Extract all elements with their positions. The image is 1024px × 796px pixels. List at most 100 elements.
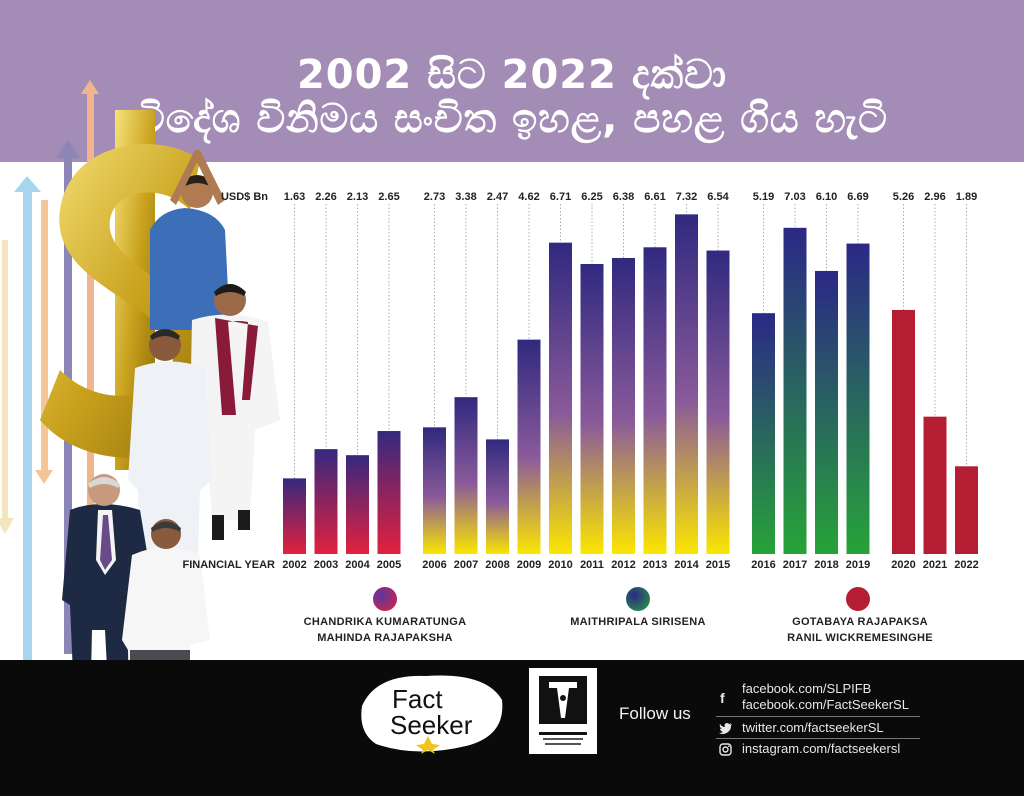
value-label-2015: 6.54	[707, 191, 729, 203]
bar-2017	[783, 227, 807, 555]
bar-2016	[752, 313, 775, 554]
x-tick-label-2022: 2022	[954, 559, 978, 571]
value-label-2016: 5.19	[753, 191, 774, 203]
x-tick-label-2016: 2016	[751, 559, 775, 571]
divider	[716, 738, 920, 739]
bar-2014	[675, 214, 698, 555]
x-tick-label-2013: 2013	[643, 559, 667, 571]
bar-2022	[955, 466, 978, 554]
value-label-2019: 6.69	[847, 191, 868, 203]
value-label-2013: 6.61	[644, 191, 665, 203]
x-tick-label-2008: 2008	[485, 559, 509, 571]
x-tick-label-2007: 2007	[454, 559, 478, 571]
x-tick-label-2019: 2019	[846, 559, 870, 571]
chart-title-line-2: විදේශ විනිමය සංචිත ඉහළ, පහළ ගිය හැටි	[136, 96, 888, 142]
bar-2018	[815, 270, 838, 554]
bar-2008	[486, 439, 509, 554]
facebook-icon: f	[720, 690, 725, 706]
bar-2009	[517, 339, 541, 554]
arrow-down-icon	[0, 240, 14, 534]
divider	[716, 716, 920, 717]
arrow-up-icon	[81, 80, 99, 520]
y-unit-label: USD$ Bn	[221, 191, 268, 203]
star-icon	[416, 736, 440, 754]
legend-label-chandrika: CHANDRIKA KUMARATUNGA	[303, 616, 467, 628]
x-tick-label-2015: 2015	[706, 559, 730, 571]
link-facebook-factseeker[interactable]: facebook.com/FactSeekerSL	[742, 697, 909, 712]
x-tick-label-2009: 2009	[517, 559, 541, 571]
bar-2010	[549, 242, 572, 554]
value-label-2005: 2.65	[378, 191, 399, 203]
link-instagram[interactable]: instagram.com/factseekersl	[742, 741, 901, 756]
x-tick-label-2011: 2011	[580, 559, 604, 571]
value-label-2018: 6.10	[816, 191, 837, 203]
value-label-2012: 6.38	[613, 191, 634, 203]
value-label-2004: 2.13	[347, 191, 368, 203]
bar-2015	[706, 250, 730, 554]
follow-us-label: Follow us	[619, 704, 691, 723]
x-tick-label-2003: 2003	[314, 559, 338, 571]
value-label-2020: 5.26	[893, 191, 914, 203]
value-label-2007: 3.38	[455, 191, 476, 203]
x-tick-label-2004: 2004	[345, 559, 370, 571]
link-facebook-slpifb[interactable]: facebook.com/SLPIFB	[742, 681, 872, 696]
title-band	[0, 0, 1024, 162]
reserves-bar-chart: USD$ Bn FINANCIAL YEAR 1.63 2002 2.26 2003 2…	[183, 191, 979, 571]
arrow-up-down-icon	[35, 200, 53, 484]
x-tick-label-2018: 2018	[814, 559, 838, 571]
value-label-2003: 2.26	[315, 191, 336, 203]
legend-label-gotabaya: GOTABAYA RAJAPAKSA	[792, 616, 928, 628]
legend-label-mahinda: MAHINDA RAJAPAKSHA	[317, 632, 453, 644]
bar-2004	[346, 455, 369, 554]
legend-dot-maithripala	[626, 587, 650, 611]
chart-title-line-1: 2002 සිට 2022 දක්වා	[296, 52, 728, 98]
bar-2002	[283, 478, 306, 554]
fact-seeker-logo: Fact Seeker	[361, 675, 503, 754]
legend-label-ranil: RANIL WICKREMESINGHE	[787, 632, 933, 644]
x-tick-label-2014: 2014	[674, 559, 699, 571]
x-tick-label-2020: 2020	[891, 559, 915, 571]
value-label-2010: 6.71	[550, 191, 571, 203]
x-tick-label-2010: 2010	[548, 559, 572, 571]
value-label-2002: 1.63	[284, 191, 305, 203]
value-label-2014: 7.32	[676, 191, 697, 203]
value-label-2021: 2.96	[924, 191, 945, 203]
value-label-2011: 6.25	[581, 191, 602, 203]
bar-2011	[580, 264, 604, 554]
value-label-2008: 2.47	[487, 191, 508, 203]
twitter-icon	[719, 723, 732, 734]
link-twitter[interactable]: twitter.com/factseekerSL	[742, 720, 884, 735]
value-label-2006: 2.73	[424, 191, 445, 203]
leader-photo-maithripala	[128, 329, 212, 560]
value-label-2022: 1.89	[956, 191, 977, 203]
x-tick-label-2006: 2006	[422, 559, 446, 571]
logo-text-fact: Fact	[392, 684, 443, 714]
bar-2013	[643, 247, 667, 554]
bar-2007	[454, 397, 478, 554]
x-tick-label-2005: 2005	[377, 559, 401, 571]
x-tick-label-2002: 2002	[282, 559, 306, 571]
x-tick-label-2017: 2017	[783, 559, 807, 571]
logo-text-seeker: Seeker	[390, 710, 473, 740]
bar-2012	[612, 257, 635, 554]
x-tick-label-2021: 2021	[923, 559, 947, 571]
legend-dot-chandrika-mahinda	[373, 587, 397, 611]
sri-lanka-press-institute-logo	[529, 668, 597, 754]
leader-photo-chandrika	[150, 150, 230, 330]
bar-2021	[923, 416, 947, 554]
footer-band	[0, 660, 1024, 796]
bar-2019	[846, 243, 870, 555]
x-axis-label: FINANCIAL YEAR	[183, 559, 276, 571]
bar-2020	[892, 309, 915, 554]
arrow-up-icon	[14, 176, 41, 790]
bar-2006	[423, 427, 446, 554]
legend-label-maithripala: MAITHRIPALA SIRISENA	[570, 616, 706, 628]
value-label-2009: 4.62	[518, 191, 539, 203]
legend-dot-gotabaya-ranil	[846, 587, 870, 611]
instagram-icon	[719, 743, 732, 756]
value-label-2017: 7.03	[784, 191, 805, 203]
leader-photo-mahinda	[190, 284, 280, 540]
bar-2005	[377, 431, 401, 554]
bar-2003	[314, 449, 338, 554]
x-tick-label-2012: 2012	[611, 559, 635, 571]
